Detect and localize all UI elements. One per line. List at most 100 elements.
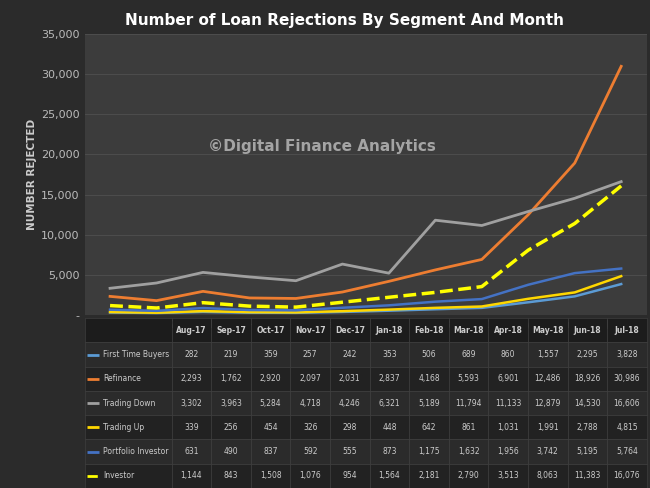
Bar xyxy=(488,391,528,415)
Text: Apr-18: Apr-18 xyxy=(494,326,523,335)
Bar xyxy=(211,391,251,415)
Bar xyxy=(410,318,448,343)
Bar xyxy=(448,415,488,440)
Text: Dec-17: Dec-17 xyxy=(335,326,365,335)
Text: May-18: May-18 xyxy=(532,326,564,335)
Text: Jan-18: Jan-18 xyxy=(376,326,403,335)
Text: 219: 219 xyxy=(224,350,238,359)
Text: 3,513: 3,513 xyxy=(497,471,519,480)
Bar xyxy=(607,366,647,391)
Text: Jul-18: Jul-18 xyxy=(615,326,640,335)
Text: 30,986: 30,986 xyxy=(614,374,640,384)
Text: 11,794: 11,794 xyxy=(456,399,482,407)
Text: 16,076: 16,076 xyxy=(614,471,640,480)
Bar xyxy=(251,440,291,464)
Text: Jun-18: Jun-18 xyxy=(573,326,601,335)
Text: 2,295: 2,295 xyxy=(577,350,598,359)
Bar xyxy=(528,415,567,440)
Bar xyxy=(567,415,607,440)
Bar xyxy=(172,464,211,488)
Bar xyxy=(291,343,330,366)
Text: Trading Down: Trading Down xyxy=(103,399,155,407)
Text: 6,901: 6,901 xyxy=(497,374,519,384)
Text: Trading Up: Trading Up xyxy=(103,423,144,432)
Text: 1,076: 1,076 xyxy=(300,471,321,480)
Bar xyxy=(291,440,330,464)
Bar xyxy=(211,440,251,464)
Bar xyxy=(607,440,647,464)
Bar xyxy=(567,343,607,366)
Bar xyxy=(370,318,410,343)
Bar xyxy=(607,464,647,488)
Bar xyxy=(528,391,567,415)
Bar xyxy=(488,343,528,366)
Bar xyxy=(291,415,330,440)
Bar xyxy=(172,318,211,343)
Text: 2,181: 2,181 xyxy=(419,471,439,480)
Bar xyxy=(448,440,488,464)
Bar xyxy=(84,391,172,415)
Text: 592: 592 xyxy=(303,447,317,456)
Text: 3,302: 3,302 xyxy=(181,399,202,407)
Bar xyxy=(291,318,330,343)
Text: 6,321: 6,321 xyxy=(378,399,400,407)
Bar xyxy=(172,415,211,440)
Bar xyxy=(330,343,370,366)
Text: Sep-17: Sep-17 xyxy=(216,326,246,335)
Bar xyxy=(567,391,607,415)
Text: 1,956: 1,956 xyxy=(497,447,519,456)
Bar xyxy=(607,318,647,343)
Bar xyxy=(370,464,410,488)
Text: 14,530: 14,530 xyxy=(574,399,601,407)
Text: 326: 326 xyxy=(303,423,317,432)
Bar xyxy=(410,343,448,366)
Text: 16,606: 16,606 xyxy=(614,399,640,407)
Text: 454: 454 xyxy=(263,423,278,432)
Text: 1,632: 1,632 xyxy=(458,447,480,456)
Text: 2,837: 2,837 xyxy=(378,374,400,384)
Bar xyxy=(291,464,330,488)
Text: 4,815: 4,815 xyxy=(616,423,638,432)
Text: 2,788: 2,788 xyxy=(577,423,598,432)
Bar xyxy=(410,415,448,440)
Bar xyxy=(330,366,370,391)
Bar xyxy=(172,366,211,391)
Text: 860: 860 xyxy=(501,350,515,359)
Bar xyxy=(607,343,647,366)
Text: 1,762: 1,762 xyxy=(220,374,242,384)
Text: 4,168: 4,168 xyxy=(418,374,440,384)
Text: 242: 242 xyxy=(343,350,357,359)
Bar xyxy=(291,366,330,391)
Bar xyxy=(84,464,172,488)
Bar xyxy=(448,318,488,343)
Bar xyxy=(370,440,410,464)
Bar xyxy=(370,366,410,391)
Text: 18,926: 18,926 xyxy=(574,374,601,384)
Bar xyxy=(488,318,528,343)
Text: 506: 506 xyxy=(422,350,436,359)
Bar xyxy=(251,343,291,366)
Bar xyxy=(488,440,528,464)
Text: 954: 954 xyxy=(343,471,357,480)
Text: 3,828: 3,828 xyxy=(616,350,638,359)
Bar xyxy=(528,318,567,343)
Text: 8,063: 8,063 xyxy=(537,471,558,480)
Text: 873: 873 xyxy=(382,447,396,456)
Bar xyxy=(330,464,370,488)
Text: 555: 555 xyxy=(343,447,357,456)
Text: 3,963: 3,963 xyxy=(220,399,242,407)
Text: 298: 298 xyxy=(343,423,357,432)
Bar xyxy=(211,464,251,488)
Text: 1,031: 1,031 xyxy=(497,423,519,432)
Text: 353: 353 xyxy=(382,350,396,359)
Bar xyxy=(488,366,528,391)
Text: 12,486: 12,486 xyxy=(534,374,561,384)
Bar xyxy=(211,415,251,440)
Text: 2,031: 2,031 xyxy=(339,374,361,384)
Bar xyxy=(211,318,251,343)
Bar xyxy=(251,464,291,488)
Text: Nov-17: Nov-17 xyxy=(295,326,326,335)
Bar xyxy=(172,391,211,415)
Bar xyxy=(528,464,567,488)
Bar xyxy=(488,464,528,488)
